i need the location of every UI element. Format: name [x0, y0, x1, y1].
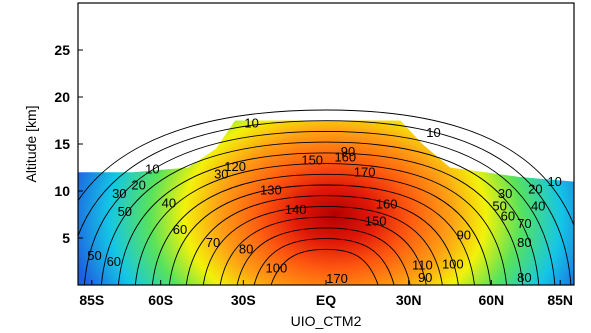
contour-line — [117, 152, 524, 285]
contour-label: 10 — [244, 116, 258, 131]
contour-label: 40 — [531, 198, 545, 213]
contour-label: 20 — [131, 178, 145, 193]
contour-label: 50 — [87, 248, 101, 263]
x-axis: 85S 60S 30S EQ 30N 60N 85N — [79, 280, 573, 308]
contour-label: 170 — [326, 271, 348, 286]
contour-label: 160 — [376, 197, 398, 212]
contour-line — [100, 141, 540, 285]
y-tick-label: 25 — [54, 42, 70, 58]
contour-label: 150 — [301, 152, 323, 167]
contour-label: 40 — [162, 196, 176, 211]
x-tick-label: 85N — [547, 292, 573, 308]
x-tick-label: EQ — [316, 292, 336, 308]
y-axis-title: Altitude [km] — [23, 105, 39, 182]
contour-line — [78, 109, 574, 227]
contour-label: 80 — [517, 235, 531, 250]
contour-label: 60 — [173, 222, 187, 237]
contour-lines — [78, 109, 574, 285]
contour-line — [78, 120, 572, 285]
x-axis-title: UIO_CTM2 — [291, 313, 362, 329]
contour-line — [253, 238, 395, 285]
contour-label: 70 — [206, 235, 220, 250]
y-tick-label: 15 — [54, 136, 70, 152]
contour-label: 120 — [224, 159, 246, 174]
contour-label: 90 — [457, 228, 471, 243]
contour-label: 10 — [145, 162, 159, 177]
contour-line — [270, 248, 379, 285]
contour-label: 80 — [239, 242, 253, 257]
y-tick-label: 10 — [54, 183, 70, 199]
contour-line — [151, 173, 492, 285]
contour-label: 110 — [412, 258, 433, 273]
contour-label: 130 — [260, 182, 282, 197]
contour-line — [83, 130, 556, 285]
contour-label: 90 — [418, 270, 432, 285]
contour-label: 100 — [442, 257, 464, 272]
y-tick-label: 20 — [54, 89, 70, 105]
contour-label: 50 — [492, 198, 506, 213]
contour-label: 160 — [334, 150, 356, 165]
y-axis: 5 10 15 20 25 — [54, 42, 83, 246]
contour-line — [134, 163, 508, 285]
contour-label: 60 — [107, 254, 121, 269]
y-tick-label: 5 — [62, 230, 70, 246]
contour-label: 140 — [285, 202, 307, 217]
contour-label: 70 — [517, 216, 531, 231]
contour-label: 100 — [266, 260, 288, 275]
contour-label: 30 — [214, 166, 228, 181]
contour-label: 20 — [528, 182, 542, 197]
x-tick-label: 60S — [148, 292, 173, 308]
x-tick-label: 30N — [396, 292, 422, 308]
contour-label: 10 — [547, 174, 561, 189]
contour-line — [202, 205, 443, 285]
x-tick-label: 60N — [478, 292, 504, 308]
contour-label: 80 — [517, 270, 531, 285]
contour-label: 150 — [365, 213, 387, 228]
contour-line — [219, 216, 427, 285]
contour-line — [185, 195, 459, 285]
contour-label: 60 — [501, 209, 515, 224]
contour-label: 50 — [118, 204, 132, 219]
contour-label: 170 — [354, 165, 376, 180]
x-tick-label: 30S — [231, 292, 256, 308]
concentration-field — [78, 120, 574, 285]
contour-label: 30 — [112, 186, 126, 201]
field-fill — [78, 120, 574, 285]
contour-line — [168, 184, 475, 285]
contour-label: 30 — [498, 186, 512, 201]
contour-label: 10 — [426, 125, 440, 140]
contour-label: 90 — [341, 144, 355, 159]
contour-line — [236, 227, 411, 285]
x-tick-label: 85S — [79, 292, 104, 308]
